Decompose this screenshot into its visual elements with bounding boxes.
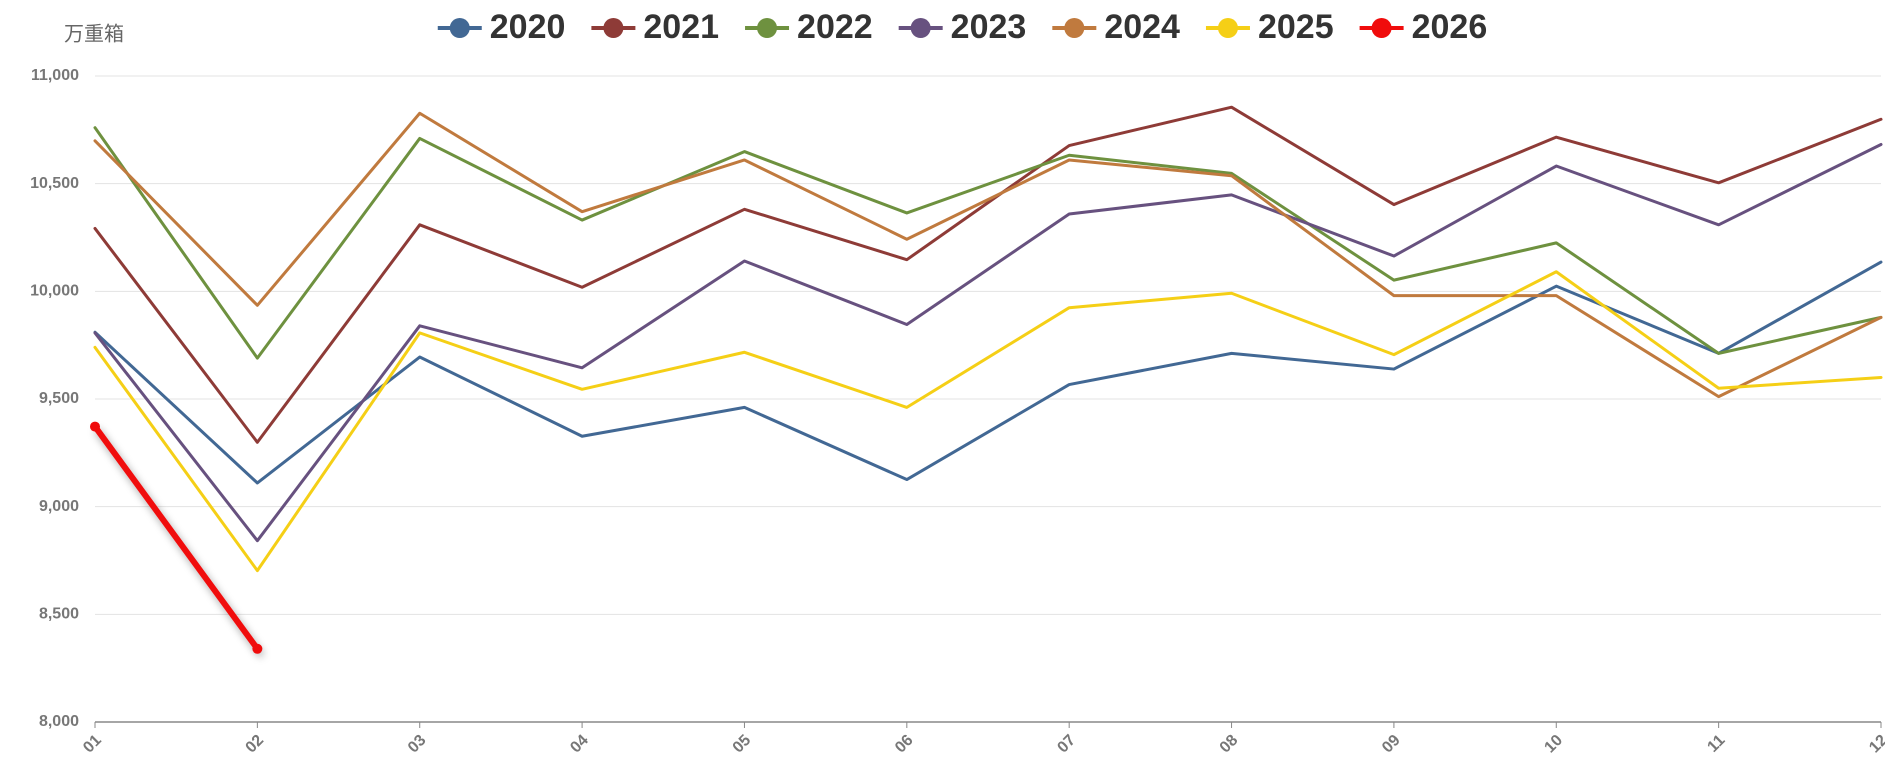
series-line — [92, 423, 261, 652]
legend-marker — [1371, 18, 1392, 38]
series-line — [93, 260, 1883, 485]
legend-item: 2022 — [745, 8, 873, 46]
series-line — [93, 142, 1883, 543]
y-tick-label: 9,500 — [39, 390, 79, 407]
legend-marker — [449, 18, 470, 38]
legend-item: 2026 — [1359, 8, 1488, 46]
x-tick-label: 09 — [1379, 732, 1404, 757]
x-tick-label: 05 — [730, 732, 755, 757]
y-tick-label: 10,000 — [30, 283, 79, 300]
legend-label: 2023 — [951, 8, 1027, 46]
series-line — [93, 111, 1883, 399]
legend-label: 2021 — [643, 8, 719, 46]
legend-marker — [757, 18, 778, 38]
x-tick-label: 04 — [567, 732, 592, 757]
series-line — [93, 270, 1883, 573]
legend-label: 2020 — [490, 8, 566, 46]
x-tick-label: 03 — [405, 732, 430, 757]
x-tick-label: 07 — [1054, 732, 1079, 757]
point — [252, 643, 263, 654]
legend-marker — [1217, 18, 1238, 38]
legend-marker — [603, 18, 624, 38]
legend-item: 2023 — [898, 8, 1027, 46]
x-tick-label: 12 — [1866, 732, 1885, 757]
y-tick-label: 11,000 — [31, 67, 79, 84]
legend-label: 2022 — [797, 8, 873, 46]
x-tick-label: 10 — [1541, 732, 1566, 757]
legend-item: 2021 — [591, 8, 719, 46]
y-tick-label: 9,000 — [39, 498, 79, 515]
legend-item: 2020 — [437, 8, 566, 46]
x-tick-label: 01 — [80, 732, 105, 757]
y-tick-label: 10,500 — [30, 175, 79, 192]
y-axis-label: 万重箱 — [64, 22, 124, 45]
legend-item: 2025 — [1205, 8, 1334, 46]
legend-marker — [910, 18, 931, 38]
legend-item: 2024 — [1052, 8, 1180, 46]
y-tick-label: 8,000 — [39, 713, 79, 730]
legend-marker — [1064, 18, 1085, 38]
x-tick-label: 11 — [1704, 732, 1728, 756]
y-tick-label: 8,500 — [39, 606, 79, 623]
legend: 2020 2021 2022 2023 2024 2025 2026 — [437, 8, 1488, 46]
legend-label: 2024 — [1104, 8, 1180, 46]
point — [90, 421, 100, 432]
x-tick-label: 08 — [1217, 732, 1242, 757]
series-line — [93, 126, 1883, 360]
series-line — [93, 105, 1883, 444]
x-tick-label: 02 — [243, 732, 268, 757]
x-tick-label: 06 — [892, 732, 917, 757]
legend-label: 2025 — [1258, 8, 1334, 46]
legend-label: 2026 — [1412, 8, 1488, 46]
